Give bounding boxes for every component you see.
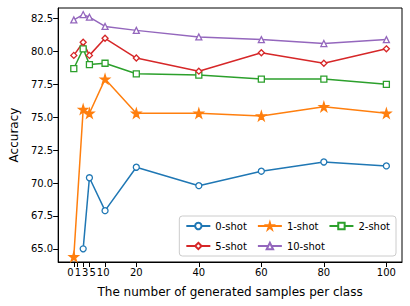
svg-text:5: 5 (89, 267, 95, 278)
svg-text:10-shot: 10-shot (287, 241, 325, 252)
svg-text:2-shot: 2-shot (358, 221, 390, 232)
svg-text:80: 80 (317, 267, 330, 278)
svg-text:65.0: 65.0 (31, 243, 53, 254)
svg-text:0-shot: 0-shot (215, 221, 247, 232)
svg-text:The number of generated sample: The number of generated samples per clas… (96, 285, 362, 299)
svg-text:60: 60 (255, 267, 268, 278)
svg-text:70.0: 70.0 (31, 178, 53, 189)
svg-text:80.0: 80.0 (31, 46, 53, 57)
svg-text:10: 10 (97, 267, 110, 278)
svg-text:3: 3 (82, 267, 88, 278)
svg-text:67.5: 67.5 (31, 210, 53, 221)
svg-text:0: 0 (67, 267, 73, 278)
svg-text:1: 1 (75, 267, 81, 278)
svg-text:77.5: 77.5 (31, 79, 53, 90)
svg-text:1-shot: 1-shot (287, 221, 319, 232)
svg-text:5-shot: 5-shot (215, 241, 247, 252)
svg-text:Accuracy: Accuracy (7, 108, 21, 163)
svg-text:100: 100 (377, 267, 396, 278)
svg-text:40: 40 (192, 267, 205, 278)
svg-text:75.0: 75.0 (31, 112, 53, 123)
svg-text:82.5: 82.5 (31, 13, 53, 24)
svg-text:20: 20 (130, 267, 143, 278)
svg-text:72.5: 72.5 (31, 145, 53, 156)
